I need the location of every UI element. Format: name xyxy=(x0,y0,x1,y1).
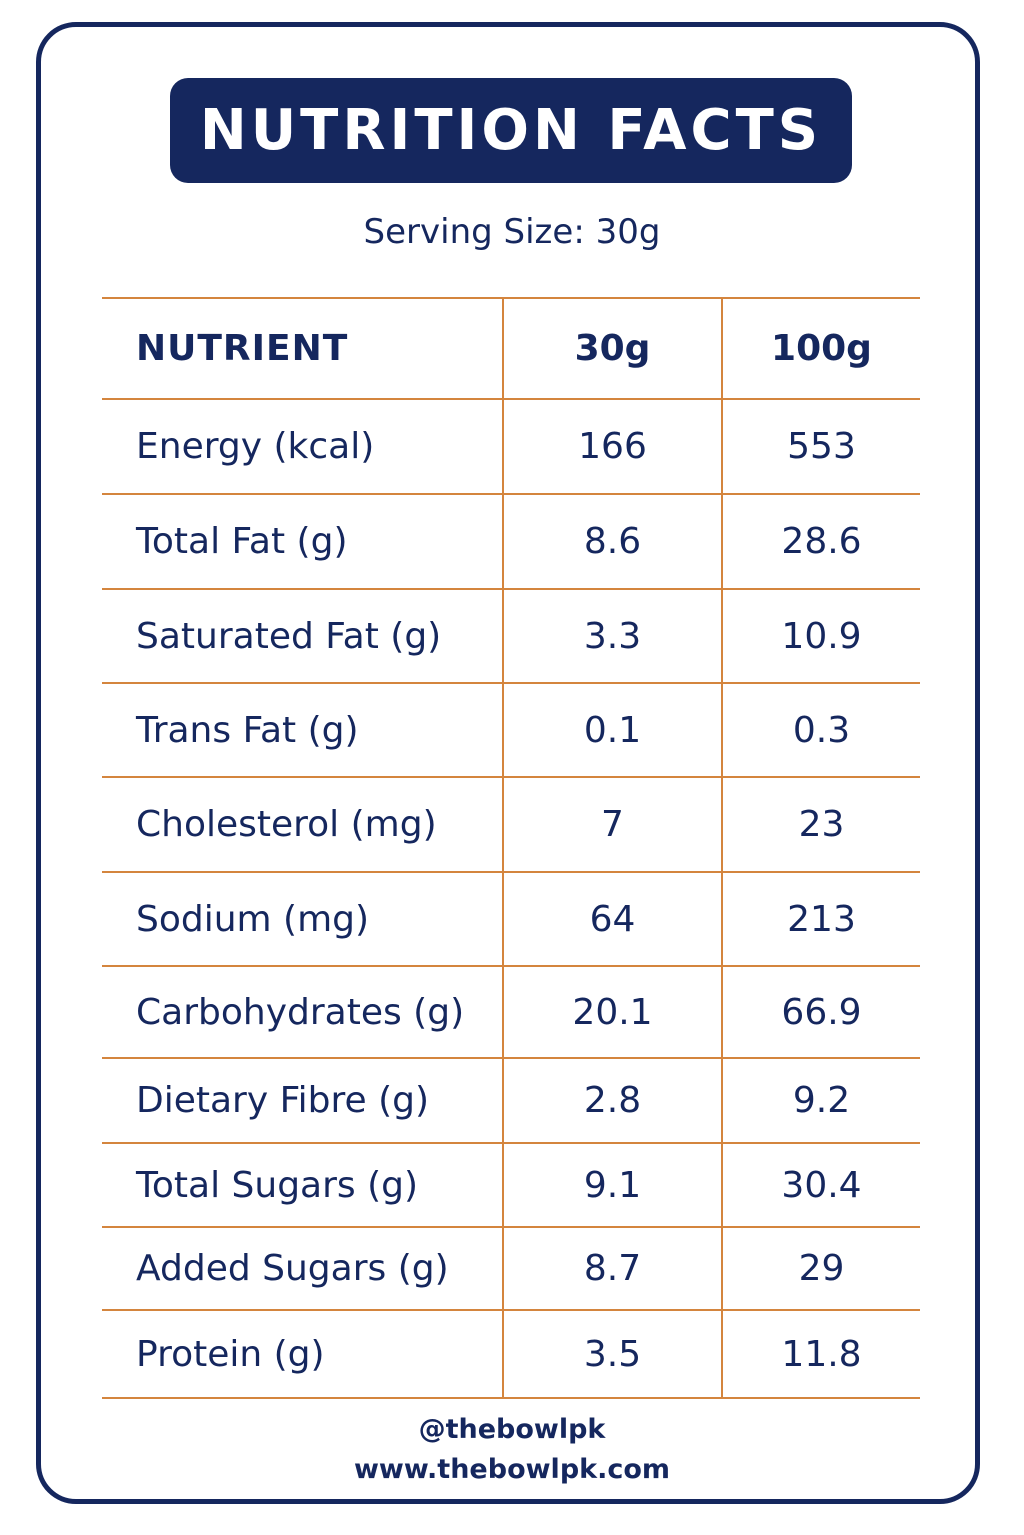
table-row: Energy (kcal) 166 553 xyxy=(102,400,920,495)
nutrient-name: Carbohydrates (g) xyxy=(136,991,465,1033)
value-100g: 213 xyxy=(721,873,920,965)
value-30g: 7 xyxy=(502,778,721,871)
table-row: Added Sugars (g) 8.7 29 xyxy=(102,1228,920,1311)
nutrient-name: Trans Fat (g) xyxy=(136,709,359,751)
page-title: NUTRITION FACTS xyxy=(199,98,823,163)
value-30g: 8.7 xyxy=(502,1228,721,1309)
title-banner: NUTRITION FACTS xyxy=(170,78,852,183)
table-row: Total Fat (g) 8.6 28.6 xyxy=(102,495,920,590)
value-100g: 66.9 xyxy=(721,967,920,1057)
nutrient-name: Energy (kcal) xyxy=(136,426,375,467)
value-30g: 0.1 xyxy=(502,684,721,776)
value-30g: 2.8 xyxy=(502,1059,721,1142)
nutrient-name: Sodium (mg) xyxy=(136,898,370,940)
table-row: Cholesterol (mg) 7 23 xyxy=(102,778,920,873)
nutrient-name: Saturated Fat (g) xyxy=(136,615,442,657)
value-100g: 0.3 xyxy=(721,684,920,776)
table-row: Saturated Fat (g) 3.3 10.9 xyxy=(102,590,920,684)
nutrient-name: Protein (g) xyxy=(136,1333,325,1375)
table-row: Trans Fat (g) 0.1 0.3 xyxy=(102,684,920,778)
value-100g: 23 xyxy=(721,778,920,871)
header-100g: 100g xyxy=(721,299,920,398)
nutrient-name: Total Sugars (g) xyxy=(136,1164,419,1206)
value-100g: 28.6 xyxy=(721,495,920,588)
table-row: Carbohydrates (g) 20.1 66.9 xyxy=(102,967,920,1059)
table-row: Dietary Fibre (g) 2.8 9.2 xyxy=(102,1059,920,1144)
nutrient-name: Total Fat (g) xyxy=(136,521,348,562)
nutrition-table: NUTRIENT 30g 100g Energy (kcal) 166 553 … xyxy=(102,297,920,1399)
footer-website: www.thebowlpk.com xyxy=(353,1454,671,1485)
nutrition-card xyxy=(36,22,980,1504)
footer-handle: @thebowlpk xyxy=(418,1414,606,1445)
table-row: Sodium (mg) 64 213 xyxy=(102,873,920,967)
value-100g: 11.8 xyxy=(721,1311,920,1397)
value-30g: 9.1 xyxy=(502,1144,721,1226)
value-30g: 64 xyxy=(502,873,721,965)
value-30g: 3.3 xyxy=(502,590,721,682)
value-30g: 166 xyxy=(502,400,721,493)
nutrient-name: Cholesterol (mg) xyxy=(136,804,437,845)
value-30g: 20.1 xyxy=(502,967,721,1057)
table-row: Total Sugars (g) 9.1 30.4 xyxy=(102,1144,920,1228)
value-30g: 8.6 xyxy=(502,495,721,588)
value-100g: 553 xyxy=(721,400,920,493)
nutrient-name: Added Sugars (g) xyxy=(136,1248,449,1289)
table-header-row: NUTRIENT 30g 100g xyxy=(102,299,920,400)
value-30g: 3.5 xyxy=(502,1311,721,1397)
header-30g: 30g xyxy=(502,299,721,398)
value-100g: 30.4 xyxy=(721,1144,920,1226)
serving-size: Serving Size: 30g xyxy=(363,212,661,252)
header-nutrient: NUTRIENT xyxy=(136,328,349,369)
value-100g: 9.2 xyxy=(721,1059,920,1142)
value-100g: 10.9 xyxy=(721,590,920,682)
table-row: Protein (g) 3.5 11.8 xyxy=(102,1311,920,1399)
nutrient-name: Dietary Fibre (g) xyxy=(136,1080,430,1121)
value-100g: 29 xyxy=(721,1228,920,1309)
